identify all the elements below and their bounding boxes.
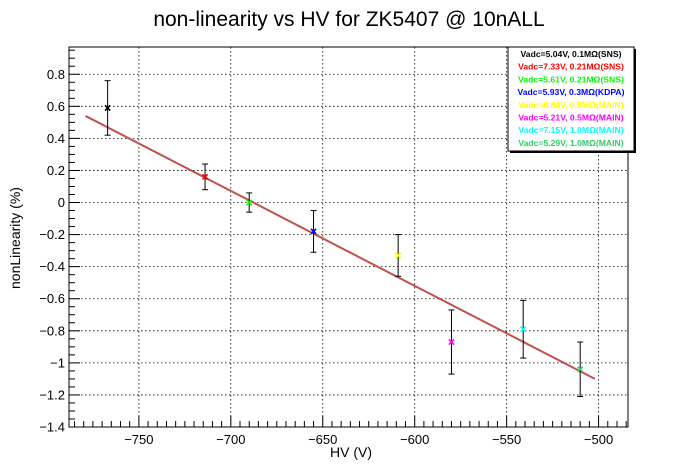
- y-tick-label: −1: [50, 355, 65, 370]
- marker-stroke: [520, 326, 527, 333]
- y-tick-label: 0.8: [47, 67, 65, 82]
- y-tick-label: 0.6: [47, 99, 65, 114]
- legend-entry: Vadc=5.61V, 0.21MΩ(SNS): [518, 74, 624, 84]
- y-tick-label: −0.8: [39, 323, 65, 338]
- marker-stroke: [201, 173, 209, 181]
- y-tick-label: −1.4: [39, 420, 65, 435]
- x-axis: −750 −700 −650 −600 −550 −500: [74, 416, 627, 447]
- x-tick-label: −750: [124, 432, 153, 447]
- y-tick-label: −0.4: [39, 259, 65, 274]
- data-point: [310, 228, 317, 235]
- marker-stroke: [104, 104, 111, 112]
- fit-line-group: [85, 115, 596, 380]
- marker-stroke: [246, 199, 253, 206]
- x-tick-label: −550: [492, 432, 521, 447]
- x-axis-label: HV (V): [330, 444, 372, 460]
- y-tick-label: −0.6: [39, 291, 65, 306]
- legend-entry: Vadc=7.15V, 1.0MΩ(MAIN): [518, 125, 623, 135]
- y-tick-label: −1.2: [39, 387, 65, 402]
- y-axis-label: nonLinearity (%): [7, 187, 23, 289]
- marker-stroke: [310, 228, 317, 235]
- x-tick-label: −500: [584, 432, 613, 447]
- y-axis: −1.4 −1.2 −1 −0.8 −0.6 −0.4 −0.2 0 0.2 0.4 0.6 0.8: [39, 49, 80, 435]
- data-point: [577, 366, 584, 373]
- y-tick-label: −0.2: [39, 227, 65, 242]
- legend-entry: Vadc=7.33V, 0.21MΩ(SNS): [518, 62, 624, 72]
- x-tick-label: −700: [216, 432, 245, 447]
- y-tick-label: 0.4: [47, 131, 65, 146]
- plot-frame: [68, 46, 629, 428]
- data-points: [104, 80, 584, 398]
- y-tick-label: 0.2: [47, 163, 65, 178]
- legend-entry: Vadc=5.93V, 0.3MΩ(KDPA): [518, 87, 625, 97]
- data-point: [520, 326, 527, 333]
- data-point: [246, 199, 253, 206]
- x-tick-label: −650: [308, 432, 337, 447]
- legend-entry: Vadc=6.84V, 0.5MΩ(MAIN): [518, 100, 623, 110]
- y-tick-label: 0: [58, 195, 65, 210]
- data-point: [394, 252, 402, 259]
- legend: Vadc=5.04V, 0.1MΩ(SNS) Vadc=7.33V, 0.21MΩ…: [507, 46, 636, 153]
- chart-title: non-linearity vs HV for ZK5407 @ 10nALL: [153, 8, 544, 31]
- legend-shadow-right: [634, 49, 636, 153]
- data-point: [104, 104, 111, 112]
- x-tick-label: −600: [400, 432, 429, 447]
- legend-entry: Vadc=5.21V, 0.5MΩ(MAIN): [518, 113, 623, 123]
- fit-line: [85, 115, 596, 380]
- data-point: [448, 338, 455, 346]
- data-point: [201, 173, 209, 181]
- marker-stroke: [394, 252, 402, 259]
- marker-stroke: [577, 366, 584, 373]
- legend-shadow-bottom: [510, 151, 636, 153]
- legend-entry: Vadc=5.04V, 0.1MΩ(SNS): [521, 49, 622, 59]
- marker-stroke: [448, 338, 455, 346]
- legend-entry: Vadc=5.29V, 1.0MΩ(MAIN): [518, 138, 623, 148]
